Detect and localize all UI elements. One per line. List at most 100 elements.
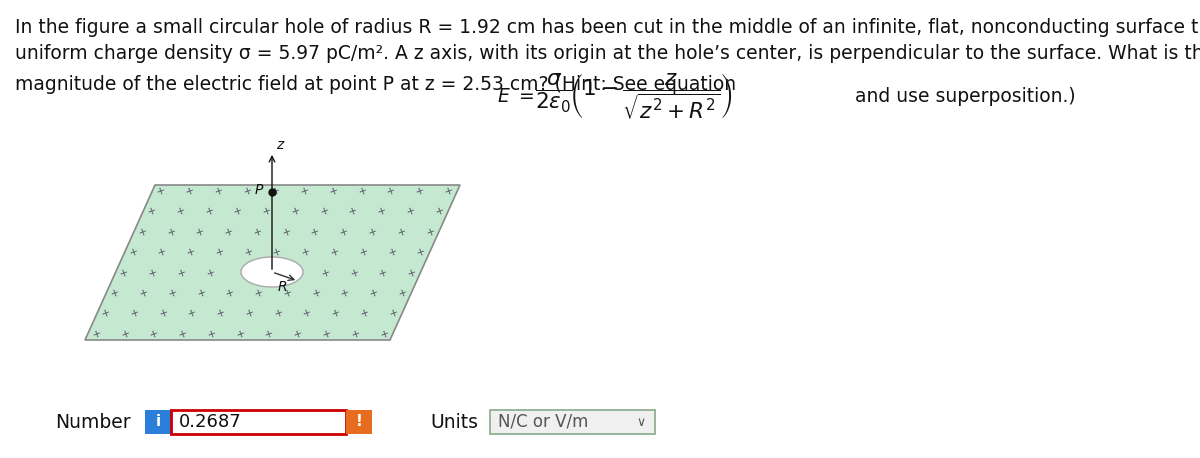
Text: $+$: $+$ xyxy=(281,286,294,300)
Text: $+$: $+$ xyxy=(118,266,131,279)
Text: $+$: $+$ xyxy=(292,327,304,341)
Text: $+$: $+$ xyxy=(395,225,408,239)
Text: $+$: $+$ xyxy=(127,245,139,259)
Text: $+$: $+$ xyxy=(174,205,187,218)
Text: $+$: $+$ xyxy=(145,205,158,218)
Text: $+$: $+$ xyxy=(318,205,331,218)
Text: 0.2687: 0.2687 xyxy=(179,413,241,431)
Text: $+$: $+$ xyxy=(386,245,398,259)
Text: $+$: $+$ xyxy=(347,205,360,218)
Text: $+$: $+$ xyxy=(386,307,400,320)
Text: $+$: $+$ xyxy=(128,307,140,320)
Text: $+$: $+$ xyxy=(215,307,227,320)
Text: $+$: $+$ xyxy=(164,225,178,239)
Text: $+$: $+$ xyxy=(356,184,368,198)
Text: $+$: $+$ xyxy=(404,205,418,218)
Text: $\dfrac{\sigma}{2\varepsilon_0}\!\left(1 - \dfrac{z}{\sqrt{z^2+R^2}}\right)$: $\dfrac{\sigma}{2\varepsilon_0}\!\left(1… xyxy=(535,71,733,121)
Text: $+$: $+$ xyxy=(328,184,340,198)
Text: N/C or V/m: N/C or V/m xyxy=(498,413,588,431)
Text: $+$: $+$ xyxy=(176,327,190,341)
Text: $+$: $+$ xyxy=(367,286,380,300)
Text: $+$: $+$ xyxy=(378,327,390,341)
Text: $+$: $+$ xyxy=(330,307,342,320)
Text: $+$: $+$ xyxy=(308,225,322,239)
Text: $E\ =$: $E\ =$ xyxy=(497,87,534,105)
Text: uniform charge density σ = 5.97 pC/m². A z axis, with its origin at the hole’s c: uniform charge density σ = 5.97 pC/m². A… xyxy=(14,44,1200,63)
Text: $+$: $+$ xyxy=(366,225,379,239)
Text: $+$: $+$ xyxy=(155,184,167,198)
Text: In the figure a small circular hole of radius R = 1.92 cm has been cut in the mi: In the figure a small circular hole of r… xyxy=(14,18,1200,37)
Text: $+$: $+$ xyxy=(214,245,226,259)
Text: $+$: $+$ xyxy=(270,184,282,198)
Text: $+$: $+$ xyxy=(193,225,206,239)
Text: $+$: $+$ xyxy=(194,286,208,300)
Text: i: i xyxy=(156,414,161,430)
Text: $+$: $+$ xyxy=(396,286,409,300)
Text: $+$: $+$ xyxy=(406,266,418,279)
Text: $+$: $+$ xyxy=(232,205,245,218)
Text: $+$: $+$ xyxy=(358,245,370,259)
Ellipse shape xyxy=(241,257,302,287)
Text: $R$: $R$ xyxy=(277,280,287,294)
Text: $+$: $+$ xyxy=(414,245,427,259)
Text: $+$: $+$ xyxy=(251,225,264,239)
Text: $+$: $+$ xyxy=(349,327,361,341)
Text: $+$: $+$ xyxy=(443,184,455,198)
Text: $+$: $+$ xyxy=(329,245,341,259)
FancyBboxPatch shape xyxy=(172,410,346,434)
Text: Units: Units xyxy=(430,413,478,431)
Text: $+$: $+$ xyxy=(148,327,161,341)
Text: $+$: $+$ xyxy=(234,327,247,341)
Text: ∨: ∨ xyxy=(636,415,646,429)
Text: Number: Number xyxy=(55,413,131,431)
Text: $+$: $+$ xyxy=(146,266,160,279)
Text: $+$: $+$ xyxy=(241,184,253,198)
Text: $+$: $+$ xyxy=(433,205,445,218)
FancyBboxPatch shape xyxy=(490,410,655,434)
Text: $+$: $+$ xyxy=(175,266,188,279)
Text: $+$: $+$ xyxy=(205,327,218,341)
Text: and use superposition.): and use superposition.) xyxy=(854,87,1075,105)
Text: !: ! xyxy=(355,414,362,430)
Text: $+$: $+$ xyxy=(377,266,389,279)
Text: $+$: $+$ xyxy=(300,245,312,259)
Text: $+$: $+$ xyxy=(136,225,149,239)
Polygon shape xyxy=(85,185,460,340)
Text: $+$: $+$ xyxy=(301,307,313,320)
Text: $+$: $+$ xyxy=(166,286,179,300)
Text: $+$: $+$ xyxy=(100,307,112,320)
Text: $+$: $+$ xyxy=(310,286,323,300)
Text: $+$: $+$ xyxy=(252,286,265,300)
Text: $+$: $+$ xyxy=(137,286,150,300)
Text: $+$: $+$ xyxy=(299,184,311,198)
Text: $+$: $+$ xyxy=(319,266,332,279)
Text: $+$: $+$ xyxy=(203,205,216,218)
FancyBboxPatch shape xyxy=(145,410,172,434)
Text: $+$: $+$ xyxy=(272,307,284,320)
Text: $+$: $+$ xyxy=(90,327,103,341)
Text: $+$: $+$ xyxy=(280,225,293,239)
Text: $+$: $+$ xyxy=(156,245,168,259)
Text: $+$: $+$ xyxy=(244,307,256,320)
Text: $+$: $+$ xyxy=(320,327,332,341)
Text: magnitude of the electric field at point P at z = 2.53 cm? (Hint: See equation: magnitude of the electric field at point… xyxy=(14,75,742,94)
Text: $+$: $+$ xyxy=(424,225,437,239)
Text: $+$: $+$ xyxy=(358,307,371,320)
Text: $P$: $P$ xyxy=(253,183,264,197)
Text: $+$: $+$ xyxy=(260,205,274,218)
Text: $+$: $+$ xyxy=(242,245,254,259)
Text: $+$: $+$ xyxy=(338,286,352,300)
Text: $+$: $+$ xyxy=(108,286,121,300)
Text: $+$: $+$ xyxy=(385,184,397,198)
FancyBboxPatch shape xyxy=(346,410,372,434)
Text: $+$: $+$ xyxy=(184,184,196,198)
Text: $+$: $+$ xyxy=(185,245,197,259)
Text: $+$: $+$ xyxy=(271,245,283,259)
Text: $+$: $+$ xyxy=(186,307,198,320)
Text: $+$: $+$ xyxy=(376,205,389,218)
Text: $+$: $+$ xyxy=(157,307,169,320)
Text: $+$: $+$ xyxy=(204,266,217,279)
Text: $+$: $+$ xyxy=(223,286,236,300)
Text: $+$: $+$ xyxy=(263,327,276,341)
Text: $+$: $+$ xyxy=(414,184,426,198)
